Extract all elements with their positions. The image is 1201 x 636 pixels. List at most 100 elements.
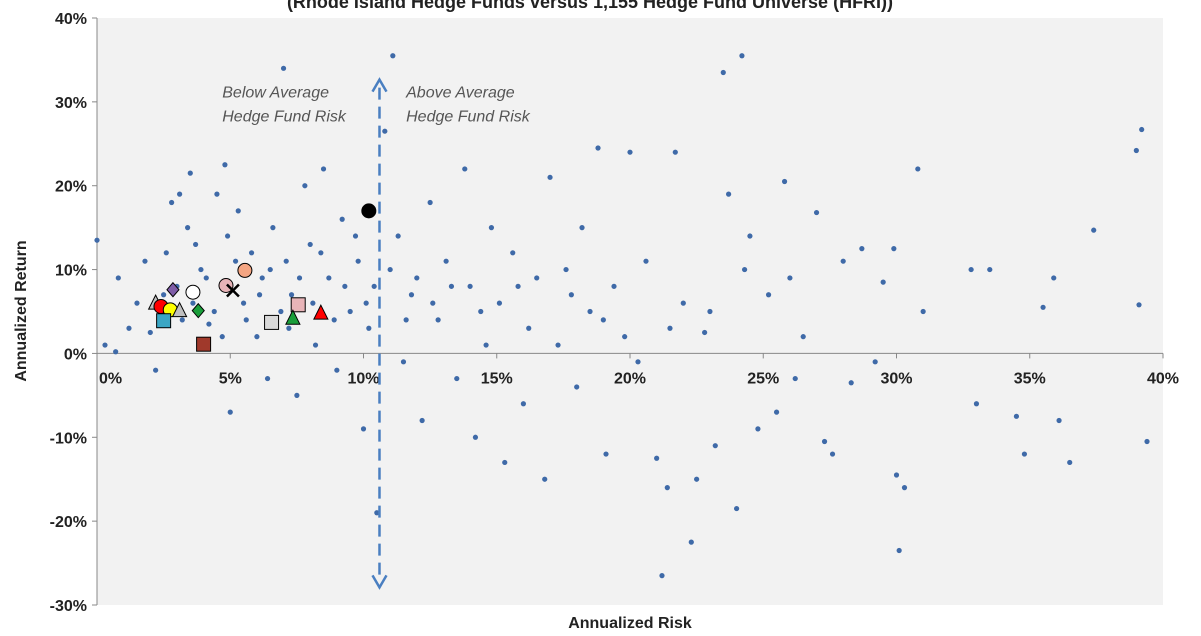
point xyxy=(270,225,276,231)
point xyxy=(427,199,433,206)
x-tick-label: 40% xyxy=(1147,370,1179,387)
point xyxy=(627,149,633,155)
point xyxy=(542,476,548,482)
point xyxy=(502,459,508,466)
point xyxy=(659,573,665,579)
point xyxy=(161,292,167,298)
point xyxy=(603,451,609,457)
point xyxy=(765,292,772,298)
point xyxy=(206,321,212,327)
point xyxy=(1139,126,1145,133)
point xyxy=(483,342,489,348)
point xyxy=(534,275,540,281)
point xyxy=(478,308,484,315)
point xyxy=(366,325,372,331)
point xyxy=(829,451,836,457)
point xyxy=(462,166,468,172)
point xyxy=(94,237,100,243)
point xyxy=(318,250,324,256)
point xyxy=(320,166,327,172)
x-tick-label: 25% xyxy=(747,370,779,387)
fund-marker xyxy=(191,302,205,319)
point xyxy=(1040,304,1046,310)
chart-title: (Rhode Island Hedge Funds versus 1,155 H… xyxy=(287,0,893,12)
point xyxy=(102,342,108,348)
point xyxy=(707,308,713,315)
y-tick-label: -30% xyxy=(50,598,87,615)
point xyxy=(712,443,718,449)
point xyxy=(472,434,479,440)
point xyxy=(395,233,401,239)
point xyxy=(520,401,527,407)
point xyxy=(555,342,561,348)
point xyxy=(342,283,348,289)
point xyxy=(787,275,793,281)
point xyxy=(331,317,337,323)
point xyxy=(227,409,233,415)
point xyxy=(891,246,897,252)
point xyxy=(915,166,921,172)
point xyxy=(587,308,593,315)
point xyxy=(526,325,532,331)
point xyxy=(326,275,332,281)
point xyxy=(296,275,303,281)
point xyxy=(222,162,228,168)
point xyxy=(211,308,217,315)
point xyxy=(347,308,353,315)
point xyxy=(859,246,865,252)
point xyxy=(595,145,601,151)
point xyxy=(563,266,569,273)
fund-marker xyxy=(290,297,306,313)
fund-marker xyxy=(196,336,212,352)
point xyxy=(635,359,641,365)
point xyxy=(134,300,140,306)
point xyxy=(1091,227,1097,233)
point xyxy=(286,325,292,331)
point xyxy=(968,266,974,273)
point xyxy=(334,367,340,373)
fund-marker xyxy=(226,283,240,298)
point xyxy=(177,191,183,197)
point xyxy=(214,191,220,197)
point xyxy=(547,174,553,180)
point xyxy=(355,258,361,264)
point xyxy=(419,417,425,424)
y-tick-label: 40% xyxy=(55,11,87,28)
point xyxy=(352,233,359,239)
x-axis-title: Annualized Risk xyxy=(568,615,692,632)
point xyxy=(848,380,854,386)
point xyxy=(248,250,255,256)
point xyxy=(1133,147,1139,154)
fund-marker xyxy=(361,203,377,219)
arrow-head xyxy=(371,574,388,590)
point xyxy=(414,275,420,281)
point xyxy=(280,65,287,71)
point xyxy=(467,283,473,289)
point xyxy=(920,308,926,315)
point xyxy=(310,300,316,306)
point xyxy=(821,438,828,445)
point xyxy=(622,334,628,340)
point xyxy=(408,292,415,298)
point xyxy=(813,209,820,216)
point xyxy=(147,329,153,336)
point xyxy=(1056,417,1062,424)
fund-marker xyxy=(237,262,253,278)
point xyxy=(694,476,700,482)
point xyxy=(773,409,780,415)
point xyxy=(387,266,393,273)
point xyxy=(400,359,407,365)
point xyxy=(243,317,249,323)
point xyxy=(664,485,670,491)
point xyxy=(1144,438,1150,445)
y-tick-label: -20% xyxy=(50,514,87,531)
point xyxy=(726,191,732,197)
annotation: Hedge Fund Risk xyxy=(406,109,531,126)
y-tick-label: 30% xyxy=(55,95,87,112)
point xyxy=(283,258,289,264)
point xyxy=(198,266,204,273)
point xyxy=(232,258,239,264)
point xyxy=(880,279,886,285)
point xyxy=(781,178,788,185)
